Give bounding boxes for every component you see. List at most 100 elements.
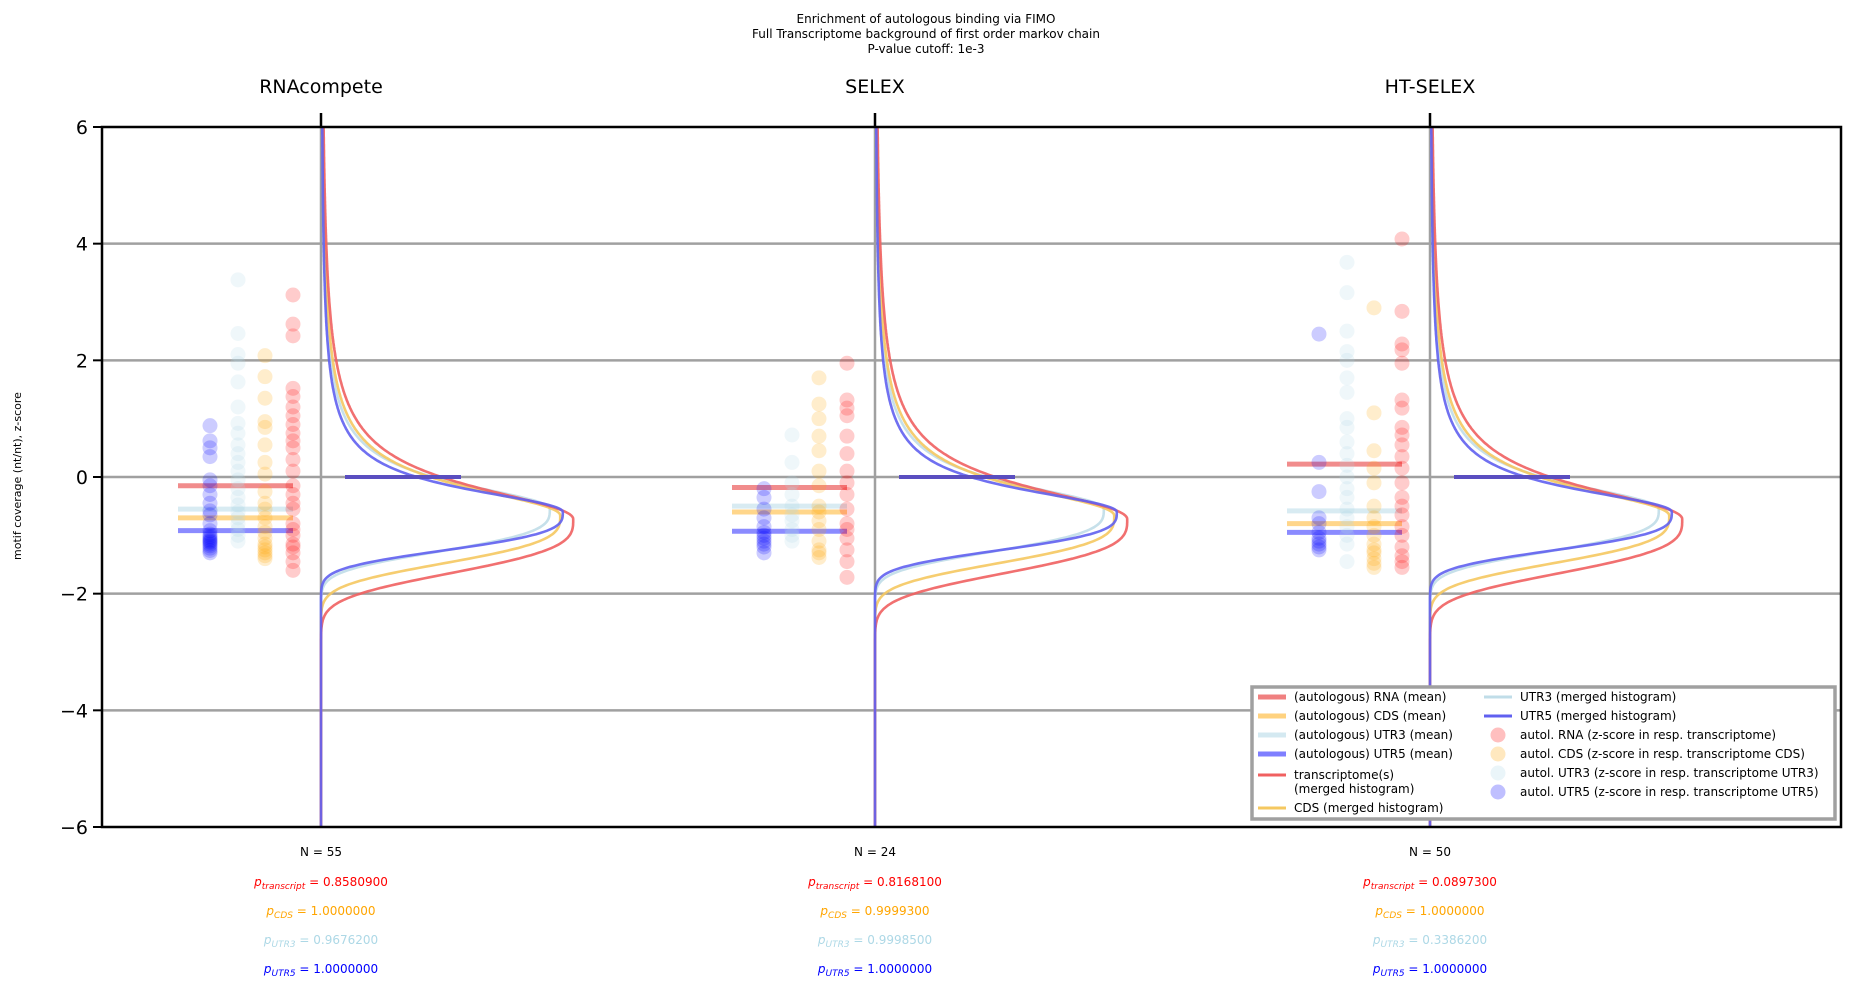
- scatter-point-rna: [839, 446, 855, 462]
- scatter-point-utr5: [202, 534, 218, 550]
- scatter-point-cds: [1366, 559, 1382, 575]
- scatter-point-rna: [1394, 539, 1410, 555]
- legend-swatch-utr3: [1490, 765, 1506, 781]
- scatter-point-utr3: [230, 472, 246, 488]
- scatter-point-rna: [839, 463, 855, 479]
- legend-label: autol. CDS (z-score in resp. transcripto…: [1520, 747, 1805, 761]
- scatter-point-utr5: [202, 538, 218, 554]
- scatter-point-utr5: [756, 545, 772, 561]
- scatter-point-rna: [285, 399, 301, 415]
- scatter-point-utr5: [1311, 542, 1327, 558]
- scatter-point-utr5: [756, 489, 772, 505]
- scatter-point-cds: [811, 533, 827, 549]
- scatter-point-cds: [1366, 536, 1382, 552]
- scatter-point-cds: [1366, 498, 1382, 514]
- scatter-point-cds: [1366, 542, 1382, 558]
- scatter-point-cds: [257, 530, 273, 546]
- stats-rnacompete: N = 55 ptranscript = 0.8580900 pCDS = 1.00…: [253, 845, 388, 979]
- y-tick-label: 2: [76, 350, 88, 372]
- scatter-point-utr5: [756, 519, 772, 535]
- scatter-point-utr5: [202, 507, 218, 523]
- scatter-point-cds: [811, 542, 827, 558]
- scatter-point-cds: [1366, 300, 1382, 316]
- scatter-point-cds: [257, 390, 273, 406]
- y-tick-label: −6: [60, 817, 88, 839]
- scatter-point-cds: [811, 411, 827, 427]
- panel-selex: [732, 113, 1129, 827]
- scatter-point-cds: [1366, 460, 1382, 476]
- scatter-point-cds: [257, 369, 273, 385]
- scatter-point-utr3: [230, 326, 246, 341]
- scatter-point-utr5: [202, 536, 218, 552]
- y-tick-label: −2: [60, 584, 88, 606]
- scatter-point-rna: [1394, 336, 1410, 352]
- scatter-point-utr5: [202, 516, 218, 532]
- scatter-point-cds: [257, 542, 273, 558]
- scatter-point-utr3: [784, 522, 800, 537]
- legend-label: autol. UTR5 (z-score in resp. transcript…: [1520, 785, 1819, 799]
- scatter-point-cds: [257, 348, 273, 364]
- scatter-point-rna: [1394, 460, 1410, 476]
- scatter-point-rna: [1394, 342, 1410, 358]
- scatter-point-cds: [257, 539, 273, 555]
- title-line-3: P-value cutoff: 1e-3: [868, 42, 985, 56]
- scatter-point-cds: [811, 443, 827, 459]
- scatter-point-utr3: [1339, 527, 1355, 543]
- scatter-point-cds: [1366, 519, 1382, 535]
- legend-label: (autologous) UTR3 (mean): [1294, 728, 1453, 742]
- scatter-point-cds: [1366, 527, 1382, 543]
- scatter-point-utr3: [230, 374, 246, 390]
- scatter-point-rna: [839, 522, 855, 537]
- scatter-point-utr3: [230, 522, 246, 537]
- scatter-point-rna: [1394, 507, 1410, 523]
- scatter-point-rna: [285, 380, 301, 396]
- scatter-point-cds: [1366, 443, 1382, 459]
- legend-label: transcriptome(s): [1294, 768, 1394, 782]
- scatter-point-utr3: [1339, 285, 1355, 301]
- scatter-point-utr3: [784, 513, 800, 529]
- scatter-point-rna: [285, 463, 301, 479]
- legend: (autologous) RNA (mean) (autologous) CDS …: [1250, 685, 1837, 821]
- scatter-point-utr5: [1311, 539, 1327, 555]
- panel-titles: RNAcompete SELEX HT-SELEX: [259, 76, 1475, 98]
- scatter-point-rna: [285, 389, 301, 404]
- scatter-point-rna: [1394, 554, 1410, 570]
- scatter-point-rna: [1394, 419, 1410, 435]
- scatter-point-cds: [811, 513, 827, 529]
- scatter-point-utr5: [202, 418, 218, 434]
- scatter-point-cds: [811, 498, 827, 514]
- scatter-point-rna: [839, 475, 855, 491]
- scatter-point-utr5: [756, 530, 772, 546]
- legend-label: autol. UTR3 (z-score in resp. transcript…: [1520, 766, 1819, 780]
- scatter-point-utr3: [784, 487, 800, 502]
- scatter-point-rna: [1394, 231, 1410, 247]
- title-line-1: Enrichment of autologous binding via FIM…: [797, 12, 1056, 26]
- scatter-point-cds: [811, 550, 827, 565]
- n-count: N = 24: [854, 845, 896, 859]
- legend-label: UTR3 (merged histogram): [1520, 690, 1676, 704]
- scatter-point-utr5: [202, 543, 218, 558]
- panel-rnacompete: [178, 113, 575, 827]
- legend-label: (autologous) UTR5 (mean): [1294, 747, 1453, 761]
- scatter-point-rna: [1394, 489, 1410, 505]
- scatter-point-utr5: [202, 503, 218, 519]
- scatter-point-utr5: [756, 510, 772, 526]
- scatter-point-utr3: [230, 272, 246, 288]
- scatter-point-rna: [839, 392, 855, 408]
- y-tick-label: −4: [60, 700, 88, 722]
- scatter-point-rna: [1394, 559, 1410, 575]
- scatter-point-cds: [257, 484, 273, 500]
- scatter-point-rna: [839, 487, 855, 502]
- scatter-point-utr3: [1339, 419, 1355, 435]
- scatter-point-rna: [839, 542, 855, 558]
- scatter-point-utr5: [1311, 454, 1327, 470]
- scatter-point-utr5: [756, 539, 772, 555]
- p-value-utr3: pUTR3 = 0.9676200: [263, 933, 378, 950]
- scatter-point-utr3: [230, 510, 246, 526]
- scatter-point-rna: [285, 408, 301, 424]
- scatter-point-rna: [285, 522, 301, 537]
- scatter-point-utr3: [1339, 254, 1355, 270]
- panel-stats: N = 55 ptranscript = 0.8580900 pCDS = 1.00…: [253, 845, 1497, 979]
- scatter-point-utr3: [784, 454, 800, 470]
- legend-label: (autologous) RNA (mean): [1294, 690, 1446, 704]
